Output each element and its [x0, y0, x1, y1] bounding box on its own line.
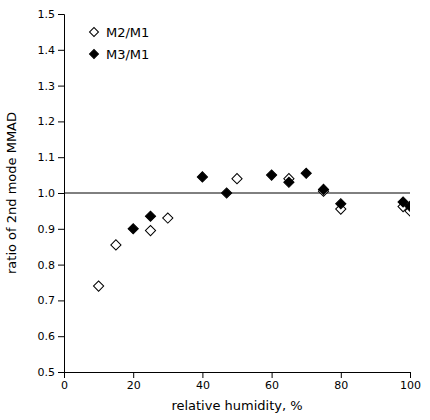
tick-mark — [58, 157, 64, 158]
legend-swatch — [90, 50, 99, 59]
tick-mark — [133, 372, 134, 378]
point — [336, 199, 346, 209]
tick-label: 1.2 — [38, 115, 56, 128]
tick: 20 — [127, 372, 141, 392]
tick-label: 100 — [400, 379, 421, 392]
legend-swatch — [90, 28, 99, 37]
x-axis: 0 20 40 60 80 100 — [61, 372, 421, 392]
tick: 0.7 — [38, 294, 65, 307]
tick-label: 0.9 — [38, 223, 56, 236]
tick: 80 — [334, 372, 348, 392]
axis-line — [65, 373, 411, 379]
tick-mark — [58, 300, 64, 301]
tick-label: 1.0 — [38, 187, 56, 200]
point — [222, 188, 232, 198]
tick-label: 1.4 — [38, 44, 56, 57]
point — [94, 281, 104, 291]
tick: 0.5 — [38, 366, 65, 379]
tick-label: 60 — [265, 379, 279, 392]
tick: 1.0 — [38, 187, 65, 200]
point — [111, 240, 121, 250]
legend-label: M3/M1 — [106, 47, 149, 62]
legend-item: M3/M1 — [90, 47, 150, 62]
point — [163, 213, 173, 223]
tick-label: 20 — [127, 379, 141, 392]
y-axis-title: ratio of 2nd mode MMAD — [4, 112, 19, 274]
tick: 0 — [61, 372, 68, 392]
tick-mark — [58, 372, 64, 373]
tick: 1.4 — [38, 44, 65, 57]
tick: 40 — [196, 372, 210, 392]
point — [318, 184, 328, 194]
point — [284, 177, 294, 187]
tick-label: 40 — [196, 379, 210, 392]
series — [94, 174, 410, 292]
marks — [64, 168, 410, 291]
legend: M2/M1 M3/M1 — [90, 25, 150, 62]
tick: 0.8 — [38, 259, 65, 272]
tick-mark — [58, 121, 64, 122]
tick: 1.2 — [38, 115, 65, 128]
tick-mark — [58, 265, 64, 266]
tick-mark — [58, 86, 64, 87]
tick-label: 0 — [61, 379, 68, 392]
tick-label: 0.6 — [38, 330, 56, 343]
tick-mark — [58, 50, 64, 51]
point — [405, 201, 410, 211]
tick-label: 0.7 — [38, 294, 56, 307]
tick: 0.6 — [38, 330, 65, 343]
tick: 60 — [265, 372, 279, 392]
tick-mark — [341, 372, 342, 378]
tick-label: 1.3 — [38, 80, 56, 93]
axis-line — [58, 15, 65, 373]
tick-mark — [58, 336, 64, 337]
tick-label: 0.5 — [38, 366, 56, 379]
tick-mark — [58, 229, 64, 230]
point — [197, 172, 207, 182]
tick: 1.1 — [38, 151, 65, 164]
chart: 0 20 40 60 80 100 0.5 0.6 0.7 0.8 0.9 1.0 1.1 1.2 1.3 1… — [0, 0, 430, 420]
point — [128, 224, 138, 234]
tick: 0.9 — [38, 223, 65, 236]
plot: 0 20 40 60 80 100 0.5 0.6 0.7 0.8 0.9 1.0 1.1 1.2 1.3 1… — [38, 8, 422, 392]
x-axis-title: relative humidity, % — [171, 398, 302, 413]
legend-item: M2/M1 — [90, 25, 150, 40]
tick-label: 0.8 — [38, 259, 56, 272]
tick-label: 80 — [334, 379, 348, 392]
legend-label: M2/M1 — [106, 25, 149, 40]
tick: 1.5 — [38, 8, 65, 21]
point — [232, 174, 242, 184]
tick-label: 1.5 — [38, 8, 56, 21]
tick: 1.3 — [38, 80, 65, 93]
point — [145, 211, 155, 221]
tick-mark — [272, 372, 273, 378]
tick-mark — [58, 14, 64, 15]
point — [301, 168, 311, 178]
reference-line — [64, 193, 410, 194]
tick-mark — [202, 372, 203, 378]
series — [128, 168, 410, 234]
tick-mark — [58, 193, 64, 194]
tick: 100 — [400, 372, 421, 392]
point — [145, 225, 155, 235]
y-axis: 0.5 0.6 0.7 0.8 0.9 1.0 1.1 1.2 1.3 1.4 1.5 — [38, 8, 65, 379]
point — [267, 170, 277, 180]
tick-label: 1.1 — [38, 151, 56, 164]
tick-mark — [410, 372, 411, 378]
